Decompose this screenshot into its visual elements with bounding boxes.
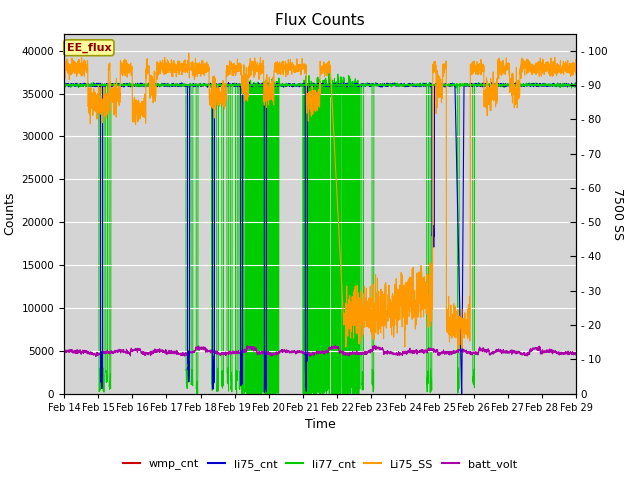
Y-axis label: Counts: Counts <box>3 192 16 235</box>
Title: Flux Counts: Flux Counts <box>275 13 365 28</box>
Text: EE_flux: EE_flux <box>67 43 111 53</box>
Y-axis label: 7500 SS: 7500 SS <box>611 188 624 240</box>
X-axis label: Time: Time <box>305 418 335 431</box>
Legend: wmp_cnt, li75_cnt, li77_cnt, Li75_SS, batt_volt: wmp_cnt, li75_cnt, li77_cnt, Li75_SS, ba… <box>119 455 521 474</box>
